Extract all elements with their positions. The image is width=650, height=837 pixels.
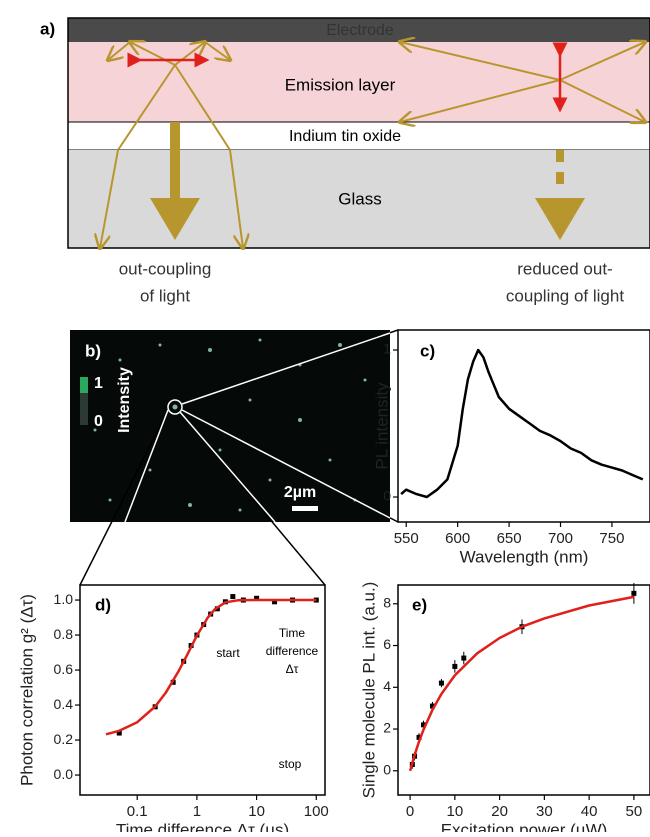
scale-bar-label: 2µm — [284, 484, 316, 501]
x-tick-label: 10 — [447, 803, 464, 820]
y-axis-label: Single molecule PL int. (a.u.) — [359, 582, 378, 799]
panel-label: b) — [85, 341, 101, 360]
inset-label: Δτ — [286, 662, 299, 676]
colorbar — [80, 377, 88, 393]
inset-label: stop — [279, 757, 302, 771]
x-tick-label: 700 — [548, 530, 573, 547]
x-tick-label: 100 — [304, 803, 329, 820]
data-point — [452, 664, 457, 669]
x-tick-label: 50 — [626, 803, 643, 820]
colorbar — [80, 393, 88, 425]
colorbar-min: 0 — [94, 413, 103, 430]
data-point — [439, 681, 444, 686]
y-tick-label: 4 — [383, 678, 391, 694]
inset-label: difference — [266, 644, 319, 658]
x-tick-label: 550 — [394, 530, 419, 547]
x-tick-label: 650 — [497, 530, 522, 547]
y-tick-label: 2 — [383, 720, 391, 736]
arrow-shaft — [170, 122, 180, 200]
data-point — [230, 594, 235, 599]
y-tick-label: 0 — [383, 761, 391, 777]
panel-label: d) — [95, 595, 111, 614]
panel-a: a) Electrode Emission layer Indium tin o… — [40, 18, 650, 305]
x-tick-label: 0 — [406, 803, 414, 820]
y-tick-label: 1 — [383, 341, 391, 357]
y-axis-label: PL intensity — [372, 382, 391, 470]
plot-frame — [398, 585, 650, 795]
caption: coupling of light — [506, 286, 624, 305]
layer-label: Glass — [338, 189, 381, 208]
x-axis-label: Wavelength (nm) — [460, 547, 589, 566]
x-tick-label: 600 — [445, 530, 470, 547]
y-tick-label: 8 — [383, 594, 391, 610]
caption: of light — [140, 286, 190, 305]
y-axis-label: Photon correlation g² (Δτ) — [17, 594, 36, 786]
x-tick-label: 1 — [193, 803, 201, 820]
figure: a) Electrode Emission layer Indium tin o… — [0, 0, 650, 832]
data-point — [461, 656, 466, 661]
colorbar-max: 1 — [94, 375, 103, 392]
caption: out-coupling — [119, 259, 212, 278]
layer-label: Indium tin oxide — [289, 128, 401, 145]
x-tick-label: 750 — [599, 530, 624, 547]
x-tick-label: 20 — [491, 803, 508, 820]
y-tick-label: 0.0 — [54, 766, 74, 782]
panel-label: c) — [420, 341, 435, 360]
x-axis-label: Excitation power (µW) — [441, 820, 608, 832]
data-point — [631, 591, 636, 596]
y-tick-label: 1.0 — [54, 591, 74, 607]
caption: reduced out- — [517, 259, 612, 278]
panel-label: a) — [40, 19, 55, 38]
plot-frame — [398, 330, 650, 522]
y-tick-label: 0 — [383, 488, 391, 504]
y-tick-label: 6 — [383, 636, 391, 652]
inset-label: start — [216, 646, 240, 660]
y-tick-label: 0.6 — [54, 661, 74, 677]
y-tick-label: 0.8 — [54, 626, 74, 642]
x-tick-label: 10 — [248, 803, 265, 820]
inset-label: Time — [279, 626, 306, 640]
panel-label: e) — [412, 595, 427, 614]
x-tick-label: 40 — [581, 803, 598, 820]
x-axis-label: Time difference Δτ (µs) — [116, 820, 289, 832]
colorbar-label: Intensity — [116, 367, 133, 433]
y-tick-label: 0.2 — [54, 731, 74, 747]
layer-label: Electrode — [326, 22, 394, 39]
scale-bar — [292, 506, 318, 511]
x-tick-label: 30 — [536, 803, 553, 820]
y-tick-label: 0.4 — [54, 696, 74, 712]
x-tick-label: 0.1 — [127, 803, 148, 820]
layer-label: Emission layer — [285, 75, 396, 94]
